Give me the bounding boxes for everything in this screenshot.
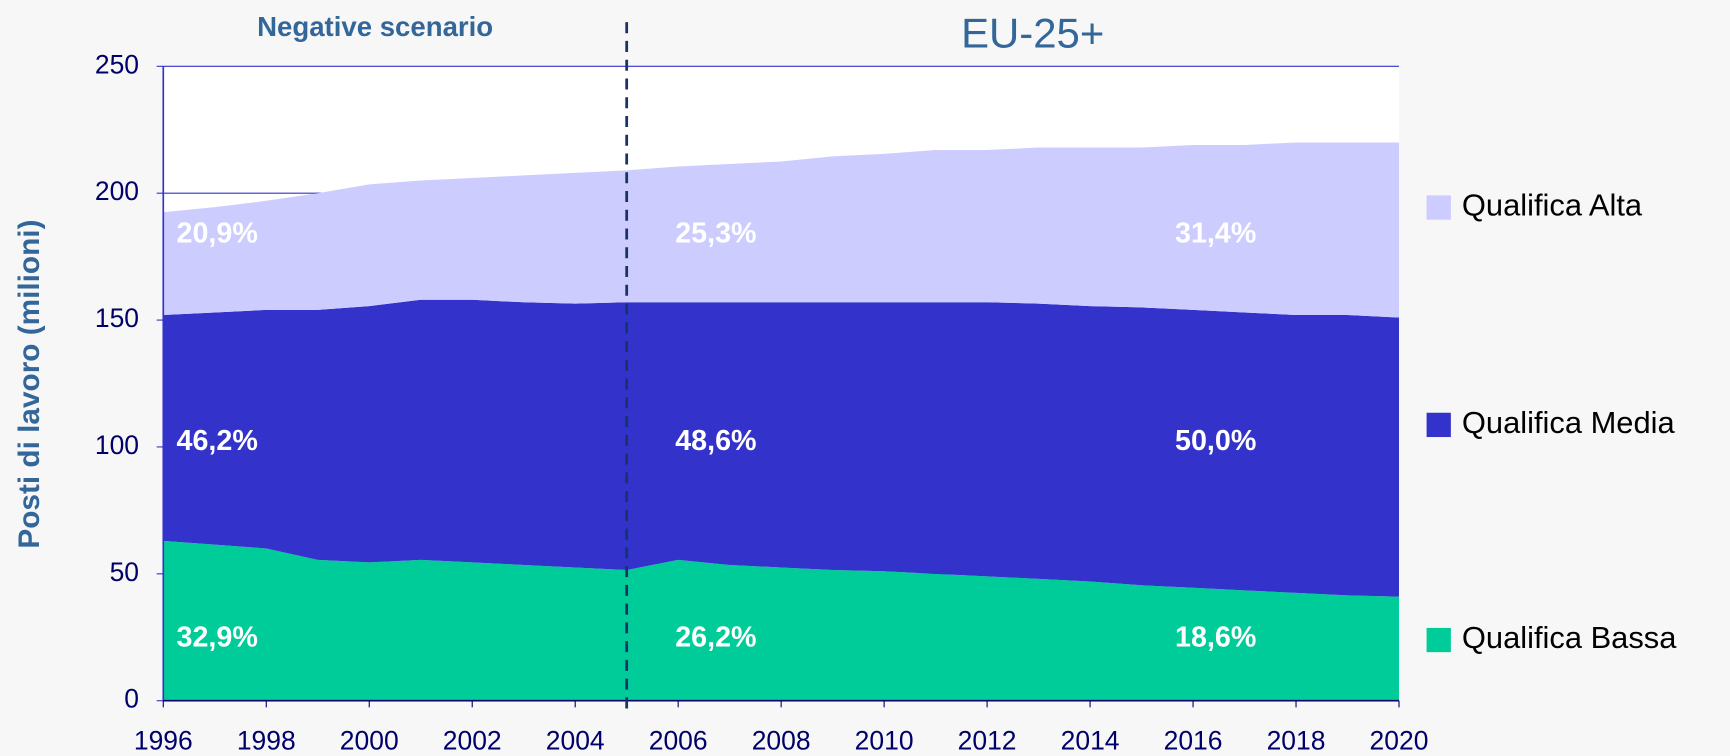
x-tick-label: 2000 bbox=[340, 726, 399, 756]
percent-label: 25,3% bbox=[675, 218, 756, 250]
chart-title: EU-25+ bbox=[961, 10, 1104, 57]
y-tick-label: 200 bbox=[95, 176, 139, 206]
x-tick-label: 2010 bbox=[855, 726, 914, 756]
y-tick-label: 250 bbox=[95, 49, 139, 79]
legend-label: Qualifica Alta bbox=[1462, 188, 1643, 223]
percent-label: 31,4% bbox=[1175, 218, 1256, 250]
percent-label: 48,6% bbox=[675, 425, 756, 457]
area bbox=[163, 540, 1400, 701]
percent-label: 32,9% bbox=[177, 622, 258, 654]
percent-label: 18,6% bbox=[1175, 622, 1256, 654]
legend-swatch bbox=[1426, 627, 1451, 653]
scenario-label: Negative scenario bbox=[257, 11, 493, 42]
y-tick-label: 100 bbox=[95, 430, 139, 460]
x-tick-label: 1996 bbox=[134, 726, 193, 756]
y-tick-label: 0 bbox=[124, 684, 139, 714]
legend-swatch bbox=[1426, 195, 1451, 220]
percent-label: 20,9% bbox=[177, 218, 258, 250]
x-tick-label: 1998 bbox=[237, 726, 296, 756]
x-tick-label: 2006 bbox=[649, 726, 708, 756]
legend-swatch bbox=[1426, 412, 1451, 438]
x-tick-label: 2002 bbox=[443, 726, 502, 756]
x-tick-label: 2014 bbox=[1061, 726, 1120, 756]
x-tick-label: 2018 bbox=[1267, 726, 1326, 756]
x-tick-label: 2004 bbox=[546, 726, 605, 756]
y-axis-label: Posti di lavoro (milioni) bbox=[13, 220, 46, 549]
y-tick-label: 150 bbox=[95, 303, 139, 333]
legend-label: Qualifica Media bbox=[1462, 405, 1676, 440]
legend-label: Qualifica Bassa bbox=[1462, 620, 1677, 655]
y-tick-label: 50 bbox=[110, 557, 139, 587]
area bbox=[163, 299, 1400, 597]
percent-label: 50,0% bbox=[1175, 425, 1256, 457]
percent-label: 26,2% bbox=[675, 622, 756, 654]
x-tick-label: 2020 bbox=[1370, 726, 1429, 756]
area bbox=[163, 142, 1400, 318]
x-tick-label: 2008 bbox=[752, 726, 811, 756]
x-tick-label: 2012 bbox=[958, 726, 1017, 756]
x-tick-label: 2016 bbox=[1164, 726, 1223, 756]
percent-label: 46,2% bbox=[177, 425, 258, 457]
